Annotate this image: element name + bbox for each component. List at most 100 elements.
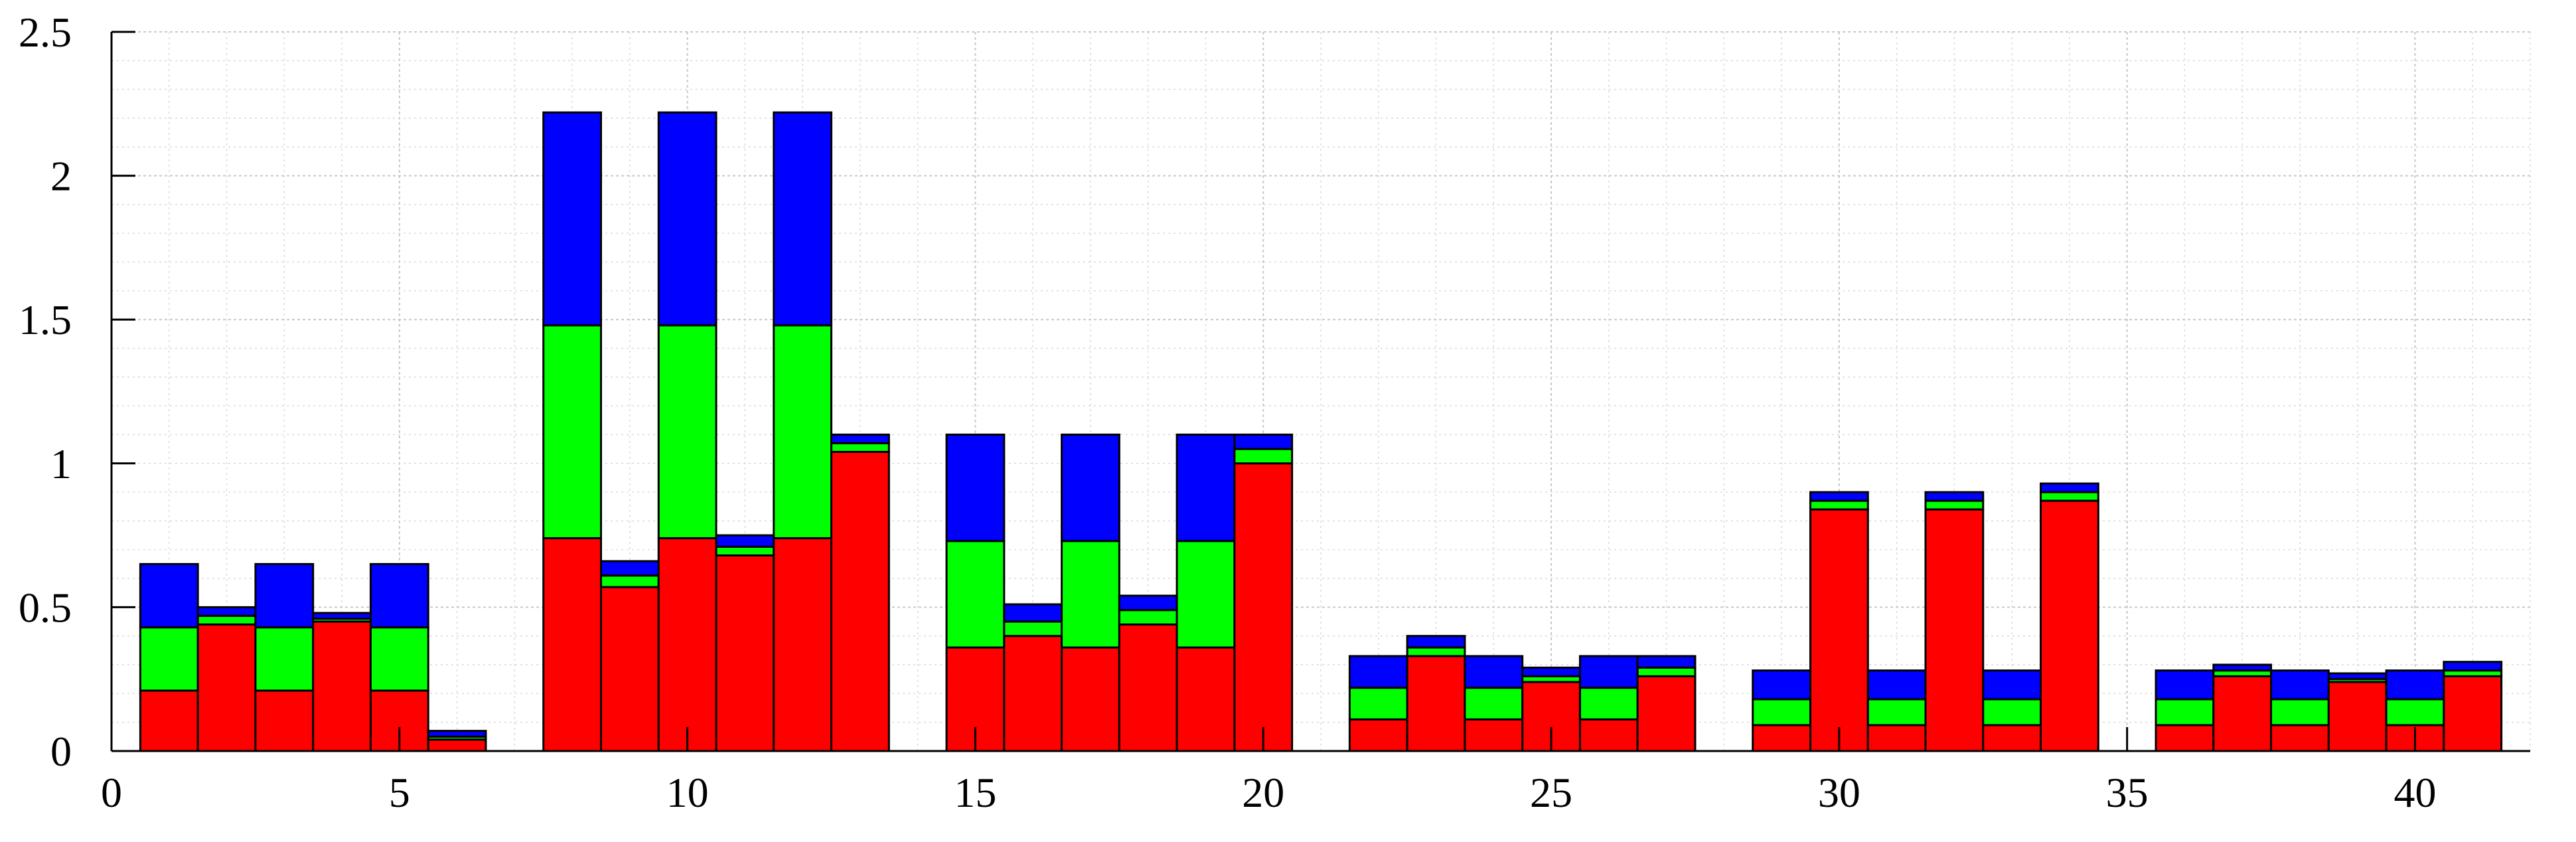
bar-segment-green xyxy=(1233,448,1294,465)
bar-segment-blue xyxy=(657,111,718,327)
bar-segment-green xyxy=(1578,687,1639,720)
bar-segment-red xyxy=(657,537,718,752)
bar-segment-blue xyxy=(1866,669,1927,701)
bar-segment-green xyxy=(1061,540,1120,649)
bar-segment-red xyxy=(1464,718,1524,752)
bar-segment-blue xyxy=(1175,433,1236,543)
bar-segment-green xyxy=(1118,609,1178,626)
bar-segment-red xyxy=(427,738,487,752)
bar-segment-red xyxy=(2443,675,2503,752)
bar-segment-red xyxy=(1982,724,2042,752)
bar-segment-blue xyxy=(1982,669,2042,701)
bar-segment-blue xyxy=(2212,663,2273,672)
bar-segment-red xyxy=(773,537,833,752)
x-tick-label: 30 xyxy=(1818,769,1860,816)
bar-segment-red xyxy=(196,623,257,752)
bar-segment-blue xyxy=(773,111,833,327)
bar-segment-red xyxy=(715,554,775,752)
x-tick-label: 0 xyxy=(101,769,122,816)
bar-segment-blue xyxy=(2327,672,2387,681)
x-tick-label: 15 xyxy=(954,769,996,816)
bar-segment-green xyxy=(2040,491,2099,502)
bar-segment-red xyxy=(1578,718,1639,752)
y-tick-labels: 0 0.5 1 1.5 2 2.5 xyxy=(19,9,72,775)
bar-segment-red xyxy=(1348,718,1408,752)
bar-segment-green xyxy=(1809,499,1869,511)
bar-segment-blue xyxy=(830,433,890,444)
bar-segment-blue xyxy=(427,730,487,738)
bar-segment-green xyxy=(945,540,1006,649)
y-tick-label: 1.5 xyxy=(19,296,72,343)
bar-segment-blue xyxy=(2040,482,2099,493)
bar-segment-green xyxy=(1348,687,1408,720)
bar-segment-red xyxy=(1752,724,1811,752)
bar-segment-blue xyxy=(2270,669,2330,701)
y-tick-label: 0 xyxy=(50,728,72,775)
bar-segment-red xyxy=(830,450,890,752)
bar-segment-blue xyxy=(1752,669,1811,701)
bar-segment-red xyxy=(1003,635,1063,752)
bar-segment-blue xyxy=(1636,655,1697,669)
bar-segment-blue xyxy=(1406,635,1466,649)
bar-segment-blue xyxy=(1348,655,1408,689)
bar-segment-green xyxy=(1003,620,1063,637)
bar-segment-blue xyxy=(2443,661,2503,672)
bar-segment-red xyxy=(1924,508,1985,752)
bar-segment-green xyxy=(1175,540,1236,649)
x-tick-label: 10 xyxy=(666,769,709,816)
bar-segment-green xyxy=(1982,698,2042,726)
bar-segment-blue xyxy=(945,433,1006,543)
bar-segment-red xyxy=(312,620,372,752)
bar-segment-blue xyxy=(312,612,372,620)
bar-segment-green xyxy=(2155,698,2215,726)
bar-segment-red xyxy=(1636,675,1697,752)
x-tick-label: 5 xyxy=(389,769,410,816)
bar-segment-green xyxy=(1866,698,1927,726)
bar-segment-green xyxy=(1752,698,1811,726)
x-tick-label: 40 xyxy=(2393,769,2436,816)
bar-segment-blue xyxy=(715,534,775,548)
y-tick-label: 2.5 xyxy=(19,9,72,56)
x-tick-label: 20 xyxy=(1242,769,1284,816)
bar-segment-red xyxy=(599,586,660,752)
bar-segment-green xyxy=(830,442,890,453)
bar-segment-blue xyxy=(1118,594,1178,612)
bar-segment-green xyxy=(1464,687,1524,720)
bar-segment-blue xyxy=(1924,491,1985,502)
bar-segment-blue xyxy=(369,562,429,629)
bar-segment-blue xyxy=(139,562,199,629)
x-tick-labels: 0 5 10 15 20 25 30 35 40 xyxy=(101,769,2436,816)
bar-segment-blue xyxy=(1003,603,1063,623)
bar-segment-green xyxy=(599,574,660,588)
bar-segment-green xyxy=(254,626,315,692)
bar-segment-green xyxy=(1924,499,1985,511)
bar-segment-blue xyxy=(254,562,315,629)
bar-segment-red xyxy=(1118,623,1178,752)
bar-segment-red xyxy=(2155,724,2215,752)
grid-layer xyxy=(111,31,2531,752)
bar-segment-green xyxy=(715,545,775,556)
bar-segment-blue xyxy=(1809,491,1869,502)
bar-segment-green xyxy=(542,324,602,539)
bar-segment-blue xyxy=(196,606,257,617)
bar-segment-blue xyxy=(542,111,602,327)
bar-segment-green xyxy=(2270,698,2330,726)
bar-segment-red xyxy=(2327,681,2387,752)
bar-segment-red xyxy=(254,689,315,752)
bar-segment-blue xyxy=(599,560,660,577)
bar-segment-red xyxy=(1061,646,1120,752)
axes-layer xyxy=(110,31,2530,752)
bar-segment-red xyxy=(1175,646,1236,752)
x-tick-label: 25 xyxy=(1530,769,1572,816)
bar-segment-green xyxy=(369,626,429,692)
bar-segment-green xyxy=(1636,666,1697,677)
y-tick-label: 0.5 xyxy=(19,584,72,631)
bar-segment-blue xyxy=(1521,666,1581,677)
bar-segment-red xyxy=(1809,508,1869,752)
bar-segment-blue xyxy=(1233,433,1294,450)
bar-segment-red xyxy=(1406,655,1466,752)
bar-segment-green xyxy=(139,626,199,692)
bar-segment-red xyxy=(2040,499,2099,752)
